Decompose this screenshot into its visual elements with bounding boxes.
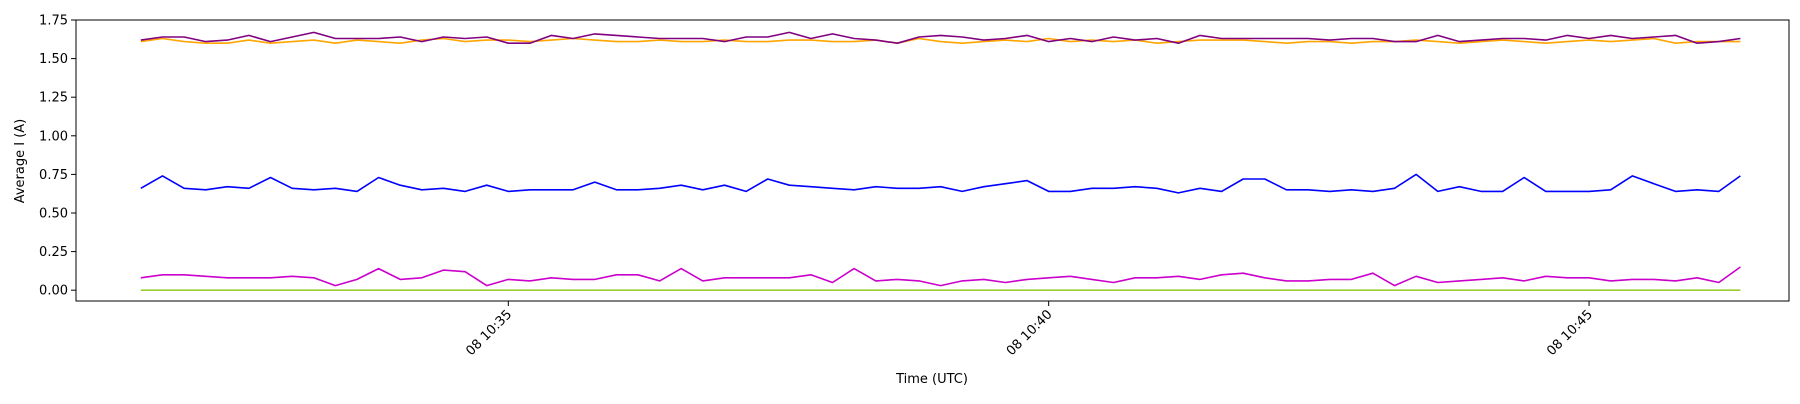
y-tick-label: 1.75 [39,14,68,29]
y-tick-label: 0.00 [39,284,68,299]
series-line-4 [140,266,1741,287]
series-line-3 [140,173,1741,194]
x-tick-label: 08 10:45 [1544,307,1596,359]
series-layer [140,31,1741,292]
x-axis-label: Time (UTC) [895,372,968,387]
x-tick-label: 08 10:40 [1004,307,1056,359]
series-line-1 [140,37,1741,45]
y-tick-label: 0.50 [39,206,68,221]
x-tick-label: 08 10:35 [463,307,515,359]
y-tick-label: 0.75 [39,168,68,183]
y-axis: 0.00 0.25 0.50 0.75 1.00 1.25 1.50 1.75 [39,14,76,299]
y-tick-label: 1.50 [39,52,68,67]
y-tick-label: 1.25 [39,91,68,106]
x-axis: 08 10:35 08 10:40 08 10:45 [463,301,1596,359]
y-tick-label: 1.00 [39,129,68,144]
y-axis-label: Average I (A) [13,119,28,204]
y-tick-label: 0.25 [39,245,68,260]
plot-frame [75,19,1790,302]
series-line-2 [140,31,1741,45]
